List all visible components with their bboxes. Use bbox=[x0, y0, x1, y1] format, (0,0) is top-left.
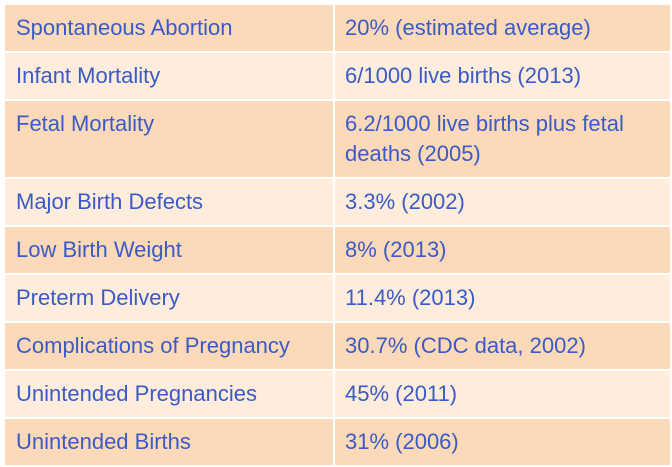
statistics-table: Spontaneous Abortion 20% (estimated aver… bbox=[5, 5, 670, 467]
row-value: 45% (2011) bbox=[345, 381, 458, 406]
table-row: Unintended Pregnancies 45% (2011) bbox=[5, 371, 670, 419]
row-label: Fetal Mortality bbox=[5, 101, 335, 177]
table-row: Complications of Pregnancy 30.7% (CDC da… bbox=[5, 323, 670, 371]
row-value: 3.3% (2002) bbox=[345, 189, 465, 214]
row-label: Low Birth Weight bbox=[5, 227, 335, 273]
row-label: Major Birth Defects bbox=[5, 179, 335, 225]
row-value: 6.2/1000 live births plus fetal deaths (… bbox=[345, 111, 624, 166]
row-value: 20% (estimated average) bbox=[345, 15, 591, 40]
row-value: 11.4% (2013) bbox=[345, 285, 476, 310]
row-label: Infant Mortality bbox=[5, 53, 335, 99]
row-label: Unintended Pregnancies bbox=[5, 371, 335, 417]
row-value: 8% (2013) bbox=[345, 237, 447, 262]
table-row: Preterm Delivery 11.4% (2013) bbox=[5, 275, 670, 323]
table-row: Low Birth Weight 8% (2013) bbox=[5, 227, 670, 275]
row-label: Preterm Delivery bbox=[5, 275, 335, 321]
row-label: Complications of Pregnancy bbox=[5, 323, 335, 369]
table-row: Fetal Mortality 6.2/1000 live births plu… bbox=[5, 101, 670, 179]
table-row: Infant Mortality 6/1000 live births (201… bbox=[5, 53, 670, 101]
row-value: 31% (2006) bbox=[345, 429, 459, 454]
table-row: Major Birth Defects 3.3% (2002) bbox=[5, 179, 670, 227]
table-row: Spontaneous Abortion 20% (estimated aver… bbox=[5, 5, 670, 53]
row-value: 30.7% (CDC data, 2002) bbox=[345, 333, 586, 358]
table-row: Unintended Births 31% (2006) bbox=[5, 419, 670, 467]
row-value: 6/1000 live births (2013) bbox=[345, 63, 582, 88]
row-label: Spontaneous Abortion bbox=[5, 5, 335, 51]
row-label: Unintended Births bbox=[5, 419, 335, 465]
